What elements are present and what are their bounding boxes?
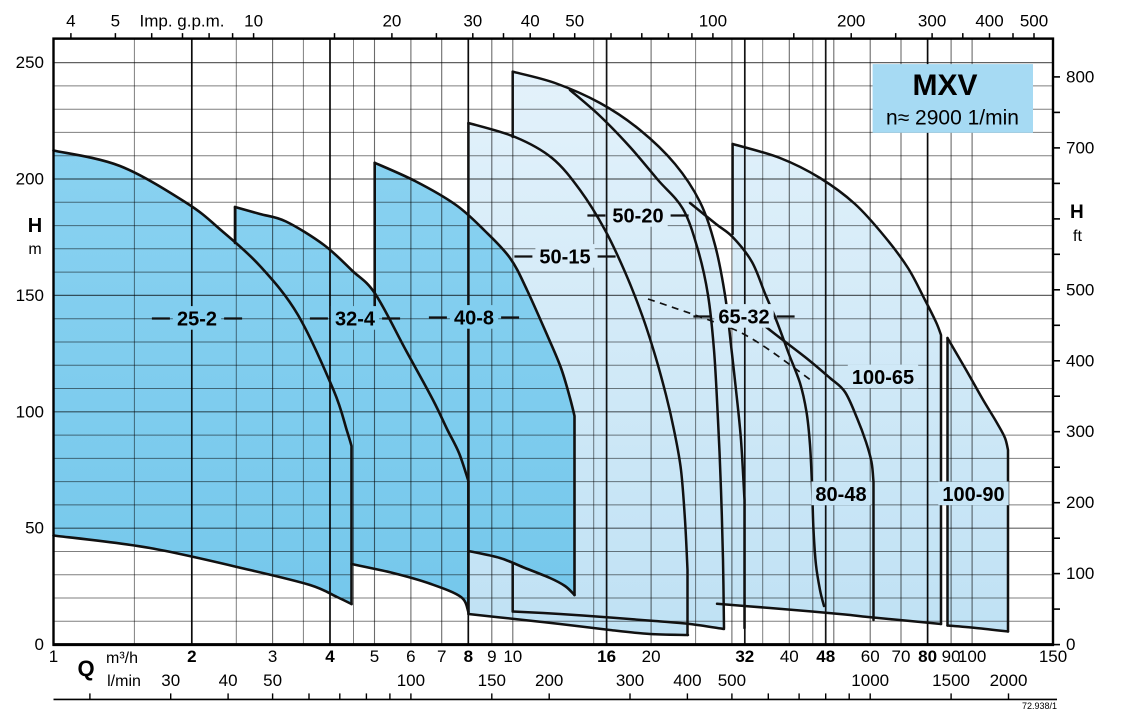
svg-text:m: m [28,241,41,258]
svg-text:4: 4 [325,647,335,666]
svg-text:200: 200 [535,671,563,690]
svg-text:9: 9 [487,647,496,666]
svg-text:8: 8 [464,647,473,666]
svg-text:400: 400 [673,671,701,690]
svg-text:40: 40 [780,647,799,666]
svg-text:100-90: 100-90 [942,484,1004,506]
svg-text:50: 50 [263,671,282,690]
svg-text:60: 60 [861,647,880,666]
svg-text:n≈ 2900 1/min: n≈ 2900 1/min [886,107,1019,130]
svg-text:3: 3 [268,647,277,666]
svg-text:150: 150 [478,671,506,690]
svg-text:Q: Q [77,656,94,681]
svg-text:ft: ft [1073,228,1082,245]
svg-text:16: 16 [597,647,616,666]
svg-text:150: 150 [16,286,44,305]
svg-text:100: 100 [958,647,986,666]
svg-text:300: 300 [918,12,946,31]
svg-text:200: 200 [1066,493,1094,512]
svg-text:50: 50 [565,12,584,31]
svg-text:30: 30 [161,671,180,690]
svg-text:10: 10 [244,12,263,31]
svg-text:300: 300 [1066,422,1094,441]
svg-text:0: 0 [1066,635,1075,654]
svg-text:500: 500 [1066,280,1094,299]
svg-text:5: 5 [370,647,379,666]
svg-text:20: 20 [382,12,401,31]
svg-text:100: 100 [1066,564,1094,583]
svg-text:500: 500 [718,671,746,690]
svg-text:MXV: MXV [912,69,977,102]
svg-text:1000: 1000 [851,671,889,690]
svg-text:50: 50 [25,519,44,538]
svg-text:H: H [28,215,42,237]
svg-text:400: 400 [1066,351,1094,370]
svg-text:10: 10 [503,647,522,666]
svg-text:80-48: 80-48 [815,484,866,506]
svg-text:1500: 1500 [932,671,970,690]
svg-text:7: 7 [437,647,446,666]
svg-text:32: 32 [735,647,754,666]
svg-text:200: 200 [16,170,44,189]
svg-text:65-32: 65-32 [718,307,769,329]
svg-text:300: 300 [616,671,644,690]
svg-text:100-65: 100-65 [852,367,914,389]
svg-text:50-20: 50-20 [612,206,663,228]
svg-text:4: 4 [66,12,75,31]
svg-text:H: H [1070,202,1084,223]
svg-text:80: 80 [918,647,937,666]
svg-text:2000: 2000 [990,671,1028,690]
svg-text:90: 90 [942,647,961,666]
svg-text:50-15: 50-15 [539,247,590,269]
svg-text:72.938/1: 72.938/1 [1022,701,1057,711]
svg-text:l/min: l/min [107,673,141,690]
svg-text:1: 1 [49,647,58,666]
svg-text:32-4: 32-4 [335,309,376,331]
svg-text:400: 400 [975,12,1003,31]
svg-text:100: 100 [397,671,425,690]
svg-text:100: 100 [16,402,44,421]
svg-text:100: 100 [699,12,727,31]
svg-text:40-8: 40-8 [454,308,494,330]
svg-text:48: 48 [816,647,835,666]
svg-text:30: 30 [463,12,482,31]
svg-text:500: 500 [1020,12,1048,31]
svg-text:250: 250 [16,53,44,72]
svg-text:2: 2 [187,647,196,666]
svg-text:6: 6 [406,647,415,666]
svg-text:700: 700 [1066,138,1094,157]
svg-text:Imp. g.p.m.: Imp. g.p.m. [139,12,224,31]
svg-text:200: 200 [837,12,865,31]
svg-text:0: 0 [35,635,44,654]
svg-text:40: 40 [219,671,238,690]
svg-text:40: 40 [521,12,540,31]
svg-text:5: 5 [111,12,120,31]
svg-text:m³/h: m³/h [106,650,138,667]
svg-text:70: 70 [892,647,911,666]
svg-text:20: 20 [642,647,661,666]
svg-text:150: 150 [1039,647,1067,666]
svg-text:25-2: 25-2 [177,309,217,331]
svg-text:800: 800 [1066,67,1094,86]
